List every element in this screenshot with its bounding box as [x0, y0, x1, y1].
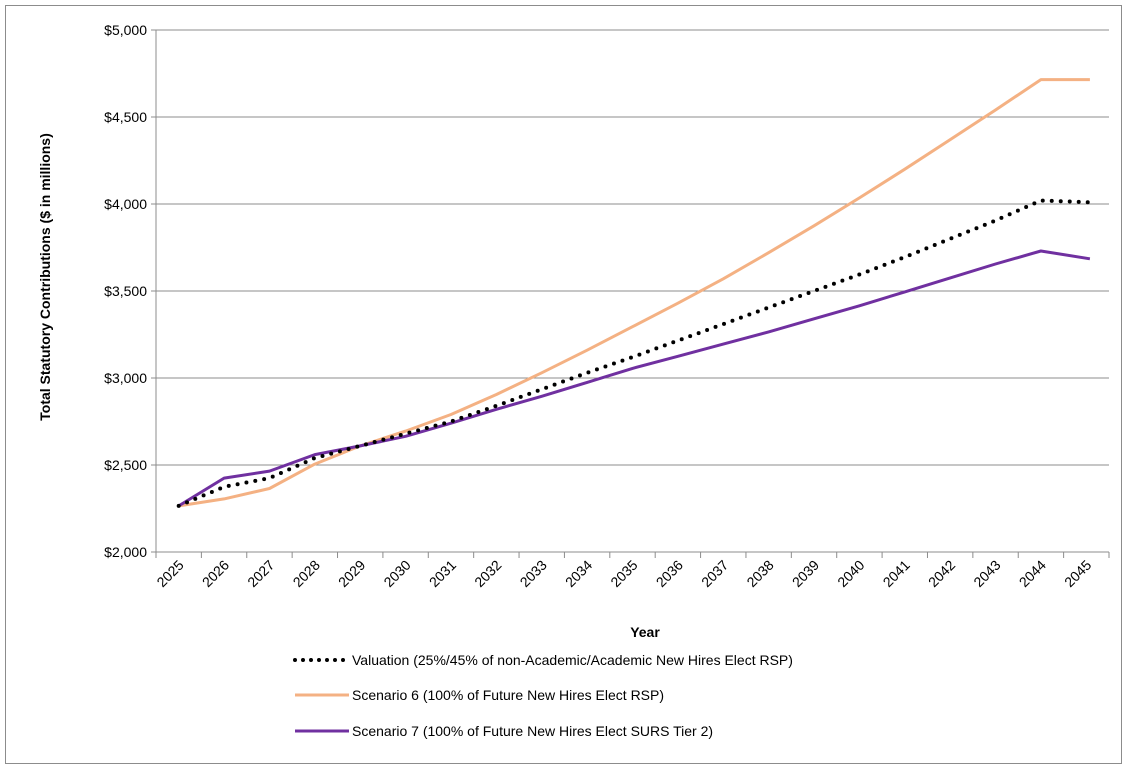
x-tick-label: 2037: [698, 557, 731, 590]
x-tick-label: 2045: [1061, 557, 1094, 590]
x-tick-label: 2033: [517, 557, 550, 590]
series-line-2: [178, 78, 1090, 508]
series-line-3: [177, 249, 1091, 508]
legend-label-2: Scenario 6 (100% of Future New Hires Ele…: [352, 687, 664, 703]
axes: $2,000 $2,500 $3,000 $3,500 $4,000 $4,500 $5,0…: [104, 22, 1110, 590]
x-tick-label: 2038: [743, 557, 776, 590]
legend-label-1: Valuation (25%/45% of non-Academic/Acade…: [352, 652, 793, 668]
x-tick-label: 2036: [653, 557, 686, 590]
y-axis-title: Total Statutory Contributions ($ in mill…: [37, 133, 53, 421]
y-tick-label: $3,500: [104, 283, 147, 299]
x-tick-label: 2034: [562, 557, 595, 590]
y-tick-label: $3,000: [104, 370, 147, 386]
series-line-1: [176, 198, 1092, 508]
y-tick-label: $2,000: [104, 544, 147, 560]
x-tick-label: 2044: [1016, 557, 1049, 590]
legend-label-3: Scenario 7 (100% of Future New Hires Ele…: [352, 723, 713, 739]
x-tick-label: 2027: [244, 557, 277, 590]
x-tick-label: 2028: [290, 557, 323, 590]
x-tick-label: 2029: [335, 557, 368, 590]
x-tick-label: 2035: [607, 557, 640, 590]
x-tick-label: 2039: [789, 557, 822, 590]
y-tick-label: $5,000: [104, 22, 147, 38]
legend: Valuation (25%/45% of non-Academic/Acade…: [293, 652, 793, 739]
x-tick-label: 2026: [199, 557, 232, 590]
y-tick-label: $2,500: [104, 457, 147, 473]
x-axis-title: Year: [630, 624, 660, 640]
y-tick-label: $4,000: [104, 196, 147, 212]
x-tick-label: 2030: [380, 557, 413, 590]
x-tick-label: 2025: [153, 557, 186, 590]
x-tick-label: 2042: [925, 557, 958, 590]
x-tick-label: 2043: [970, 557, 1003, 590]
x-tick-label: 2040: [834, 557, 867, 590]
line-chart: $2,000 $2,500 $3,000 $3,500 $4,000 $4,500 $5,0…: [37, 22, 1110, 739]
series-lines: [176, 78, 1092, 508]
x-tick-label: 2031: [426, 557, 459, 590]
y-tick-label: $4,500: [104, 109, 147, 125]
chart-frame: $2,000 $2,500 $3,000 $3,500 $4,000 $4,500 $5,0…: [5, 5, 1122, 764]
x-tick-label: 2041: [880, 557, 913, 590]
x-tick-label: 2032: [471, 557, 504, 590]
